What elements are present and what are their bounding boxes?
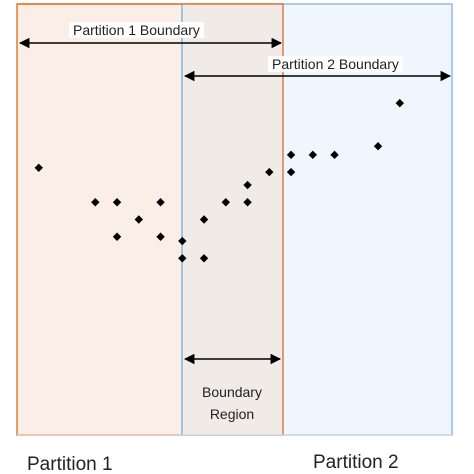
data-point: [112, 198, 122, 207]
data-point: [156, 198, 165, 207]
data-point: [112, 232, 122, 241]
data-point: [34, 163, 43, 172]
data-point: [395, 98, 404, 108]
data-point: [178, 236, 187, 246]
data-point: [91, 198, 100, 207]
data-point: [243, 198, 252, 207]
data-point: [156, 232, 165, 241]
partition-2-boundary-label: Partition 2 Boundary: [268, 56, 403, 72]
data-points: [34, 98, 404, 263]
data-point: [243, 180, 252, 190]
boundary-region-label: Boundary Region: [196, 381, 268, 425]
data-point: [265, 167, 274, 177]
data-point: [199, 254, 209, 263]
data-point: [373, 142, 383, 151]
partition-1-label: Partition 1: [27, 454, 113, 474]
boundary-region-label-line2: Region: [209, 406, 255, 422]
data-point: [308, 150, 317, 160]
data-point: [134, 215, 143, 224]
partition-2-label: Partition 2: [313, 452, 399, 473]
data-point: [221, 198, 230, 207]
data-point: [199, 215, 209, 224]
data-point: [286, 167, 296, 177]
boundary-region-label-line1: Boundary: [202, 384, 262, 400]
data-point: [178, 254, 187, 263]
partition-1-boundary-label: Partition 1 Boundary: [69, 22, 204, 38]
data-point: [330, 150, 339, 160]
data-point: [286, 150, 296, 160]
